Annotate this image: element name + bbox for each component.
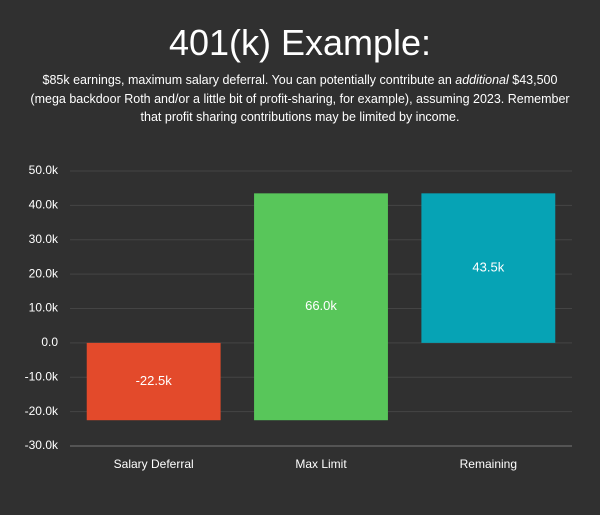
- y-tick-label: 0.0: [41, 335, 58, 349]
- bar: [86, 342, 221, 421]
- y-tick-label: 30.0k: [29, 232, 59, 246]
- y-tick-label: 20.0k: [29, 266, 59, 280]
- data-label: -22.5k: [136, 373, 173, 388]
- x-tick-label: Salary Deferral: [114, 457, 194, 471]
- data-label: 66.0k: [305, 298, 337, 313]
- y-tick-label: 50.0k: [29, 163, 59, 177]
- y-tick-label: 10.0k: [29, 301, 59, 315]
- subtitle-text: $43,500 (mega backdoor Roth and/or a lit…: [30, 73, 570, 124]
- chart-subtitle: $85k earnings, maximum salary deferral. …: [25, 71, 575, 127]
- y-tick-label: -10.0k: [25, 369, 59, 383]
- bar: [421, 193, 556, 343]
- subtitle-text: $85k earnings, maximum salary deferral. …: [42, 73, 456, 87]
- chart-title: 401(k) Example:: [168, 22, 432, 63]
- x-tick-label: Remaining: [460, 457, 517, 471]
- data-label: 43.5k: [472, 260, 504, 275]
- y-tick-label: 40.0k: [29, 198, 59, 212]
- y-tick-label: -20.0k: [25, 404, 59, 418]
- subtitle-emphasis: additional: [455, 73, 509, 87]
- x-tick-label: Max Limit: [295, 457, 347, 471]
- y-tick-label: -30.0k: [25, 438, 59, 452]
- bar: [254, 193, 388, 421]
